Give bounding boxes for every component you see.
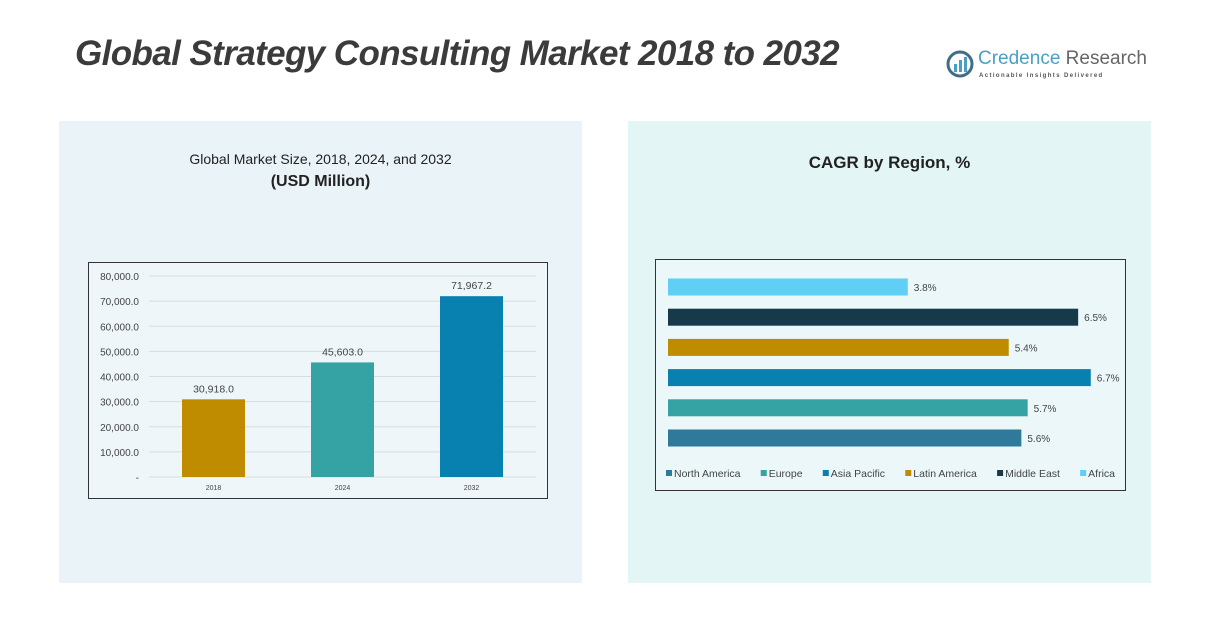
y-tick-label: 40,000.0	[100, 373, 139, 384]
y-tick-label: 70,000.0	[100, 297, 139, 308]
legend-item: Africa	[1088, 468, 1115, 480]
y-tick-label: 80,000.0	[100, 272, 139, 283]
y-tick-label: 50,000.0	[100, 347, 139, 358]
data-label: 45,603.0	[322, 346, 363, 358]
legend-swatch	[760, 470, 767, 476]
bar-europe	[668, 399, 1028, 417]
y-tick-label: 30,000.0	[100, 398, 139, 409]
market-size-svg: - 10,000.0 20,000.0 30,000.0 40,000.0 50,000.…	[100, 272, 536, 492]
legend-swatch	[666, 470, 672, 476]
data-label: 3.8%	[914, 283, 937, 294]
bar-latin-america	[668, 338, 1009, 356]
data-label: 71,967.2	[451, 280, 492, 292]
logo-tagline: Actionable Insights Delivered	[979, 73, 1104, 79]
data-label: 30,918.0	[193, 383, 234, 395]
logo-name-part1: Credence	[978, 48, 1061, 69]
y-tick-label: 20,000.0	[100, 423, 139, 434]
y-tick-label: 60,000.0	[100, 322, 139, 333]
x-tick-label: 2024	[335, 485, 351, 492]
bar-africa	[668, 278, 908, 296]
logo-name-part2: Research	[1060, 48, 1147, 69]
cagr-svg: 3.8% 6.5% 5.4% 6.7% 5.7% 5.6% North America Eur…	[666, 278, 1120, 480]
legend-swatch	[997, 470, 1004, 476]
page-title: Global Strategy Consulting Market 2018 t…	[75, 34, 840, 73]
legend-item: Europe	[769, 468, 803, 480]
chart-title: CAGR by Region, %	[808, 153, 971, 172]
y-tick-label: 10,000.0	[100, 448, 139, 459]
chart-title: Global Market Size, 2018, 2024, and 2032	[189, 151, 452, 167]
legend-swatch	[1080, 470, 1087, 476]
legend-item: Middle East	[1005, 468, 1060, 480]
data-label: 6.7%	[1097, 374, 1120, 385]
bar-2018	[182, 399, 245, 477]
legend-item: Latin America	[913, 468, 977, 480]
data-label: 6.5%	[1084, 313, 1107, 324]
data-label: 5.7%	[1034, 404, 1057, 415]
bar-2032	[440, 296, 503, 477]
legend-swatch	[822, 470, 829, 476]
logo: Credence Research Actionable Insights De…	[946, 48, 1147, 82]
x-tick-label: 2032	[464, 485, 480, 492]
data-label: 5.4%	[1015, 343, 1038, 354]
market-size-chart: - 10,000.0 20,000.0 30,000.0 40,000.0 50,000.…	[88, 262, 548, 499]
y-tick-label: -	[136, 473, 139, 484]
data-label: 5.6%	[1027, 434, 1050, 445]
bar-north-america	[668, 429, 1022, 447]
bar-middle-east	[668, 308, 1079, 326]
x-tick-label: 2018	[206, 485, 222, 492]
chart-subtitle: (USD Million)	[270, 173, 371, 190]
legend-swatch	[905, 470, 912, 476]
legend-item: Asia Pacific	[831, 468, 885, 480]
bar-chart-circle-icon	[946, 50, 974, 78]
bar-2024	[311, 362, 374, 477]
bar-asia-pacific	[668, 369, 1091, 387]
cagr-chart: 3.8% 6.5% 5.4% 6.7% 5.7% 5.6% North America Eur…	[655, 259, 1126, 491]
legend-item: North America	[674, 468, 741, 480]
logo-name: Credence Research	[978, 48, 1147, 70]
